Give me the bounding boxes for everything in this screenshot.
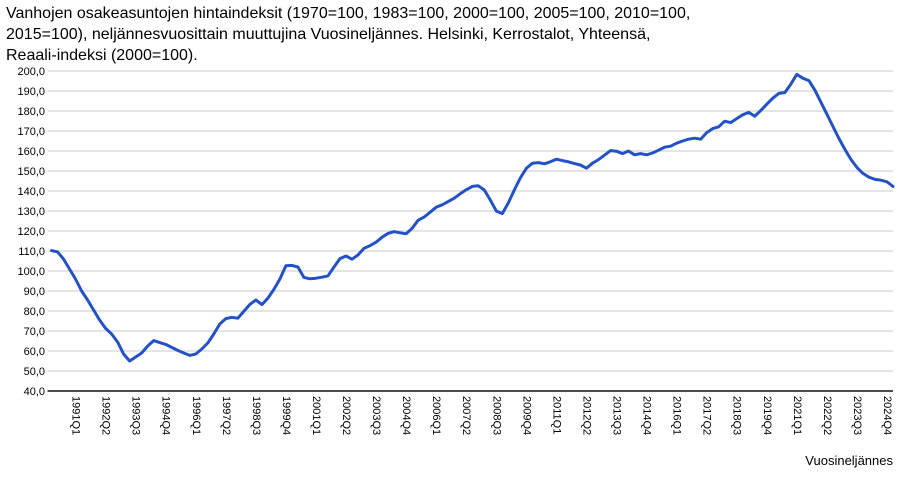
y-axis-tick-label: 100,0 <box>17 266 45 278</box>
x-axis-tick-label: 2022Q2 <box>821 396 833 435</box>
x-axis-tick-label: 2013Q3 <box>611 396 623 435</box>
chart-title-line-1: Vanhojen osakeasuntojen hintaindeksit (1… <box>6 5 691 22</box>
x-axis-tick-label: 2003Q3 <box>370 396 382 435</box>
x-axis-tick-label: 1991Q1 <box>70 396 82 435</box>
x-axis-tick-label: 2004Q4 <box>400 396 412 435</box>
x-axis-tick-label: 1999Q4 <box>280 396 292 435</box>
y-axis-tick-label: 120,0 <box>17 226 45 238</box>
x-axis-tick-label: 1998Q3 <box>250 396 262 435</box>
x-axis-tick-label: 1996Q1 <box>190 396 202 435</box>
y-axis-tick-label: 110,0 <box>18 246 45 258</box>
x-axis-tick-label: 2007Q2 <box>460 396 472 435</box>
chart-title-line-2: 2015=100), neljännesvuosittain muuttujin… <box>6 26 651 43</box>
y-axis-tick-label: 190,0 <box>17 86 45 98</box>
price-index-line <box>50 72 895 363</box>
y-axis-tick-label: 170,0 <box>17 126 45 138</box>
x-axis-tick-label: 2019Q4 <box>761 396 773 435</box>
x-axis-tick-label: 1997Q2 <box>220 396 232 435</box>
x-axis-tick-label: 2021Q1 <box>791 396 803 435</box>
y-axis-tick-label: 140,0 <box>17 186 45 198</box>
y-axis-tick-label: 70,0 <box>24 326 45 338</box>
y-axis-tick-label: 80,0 <box>24 306 45 318</box>
y-axis-tick-label: 40,0 <box>24 386 45 398</box>
x-axis-tick-label: 1994Q4 <box>160 396 172 435</box>
y-axis-tick-label: 130,0 <box>17 206 45 218</box>
x-axis-tick-label: 2014Q4 <box>641 396 653 435</box>
x-axis-tick-label: 2002Q2 <box>340 396 352 435</box>
x-axis-tick-label: 2016Q1 <box>671 396 683 435</box>
y-axis-tick-label: 90,0 <box>24 286 45 298</box>
x-axis-tick-label: 2006Q1 <box>430 396 442 435</box>
x-axis-tick-label: 2011Q1 <box>550 396 562 434</box>
x-axis-tick-label: 2012Q2 <box>580 396 592 435</box>
y-axis-tick-label: 60,0 <box>24 346 45 358</box>
y-axis-tick-label: 50,0 <box>24 366 45 378</box>
x-axis-tick-label: 2017Q2 <box>701 396 713 435</box>
y-axis-tick-label: 200,0 <box>17 66 45 78</box>
x-axis-tick-label: 1992Q2 <box>100 396 112 435</box>
y-axis-tick-label: 180,0 <box>17 106 45 118</box>
y-axis-tick-label: 150,0 <box>17 166 45 178</box>
chart-title-line-3: Reaali-indeksi (2000=100). <box>6 47 198 64</box>
x-axis-tick-label: 2001Q1 <box>310 396 322 435</box>
chart-title: Vanhojen osakeasuntojen hintaindeksit (1… <box>6 3 690 66</box>
x-axis-tick-label: 2009Q4 <box>520 396 532 435</box>
x-axis-tick-label: 2008Q3 <box>490 396 502 435</box>
x-axis-tick-label: 2023Q3 <box>851 396 863 435</box>
x-axis-tick-label: 2018Q3 <box>731 396 743 435</box>
x-axis-title: Vuosineljännes <box>805 453 893 468</box>
x-axis-tick-label: 2024Q4 <box>881 396 893 435</box>
x-axis-tick-label: 1993Q3 <box>130 396 142 435</box>
y-axis-tick-label: 160,0 <box>17 146 45 158</box>
